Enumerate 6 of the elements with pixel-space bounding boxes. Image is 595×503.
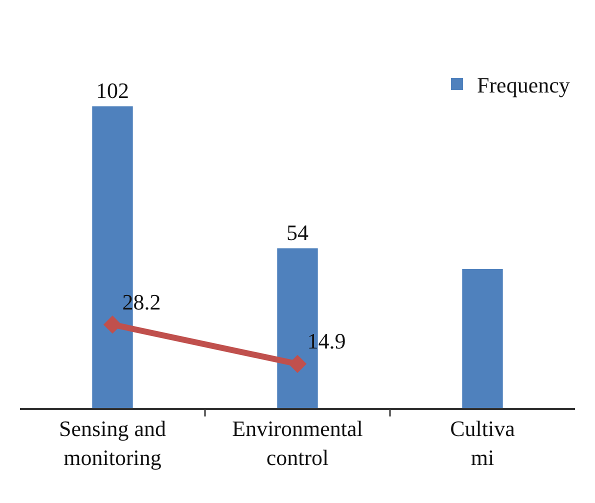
legend-label: Frequency: [477, 72, 570, 98]
data-label: 102: [96, 78, 129, 104]
x-tick-label: Sensing and monitoring: [59, 416, 166, 470]
data-label: 54: [286, 220, 308, 246]
x-tick-label: Cultiva mi: [450, 416, 516, 470]
x-tick-label: Environmental control: [232, 416, 363, 470]
